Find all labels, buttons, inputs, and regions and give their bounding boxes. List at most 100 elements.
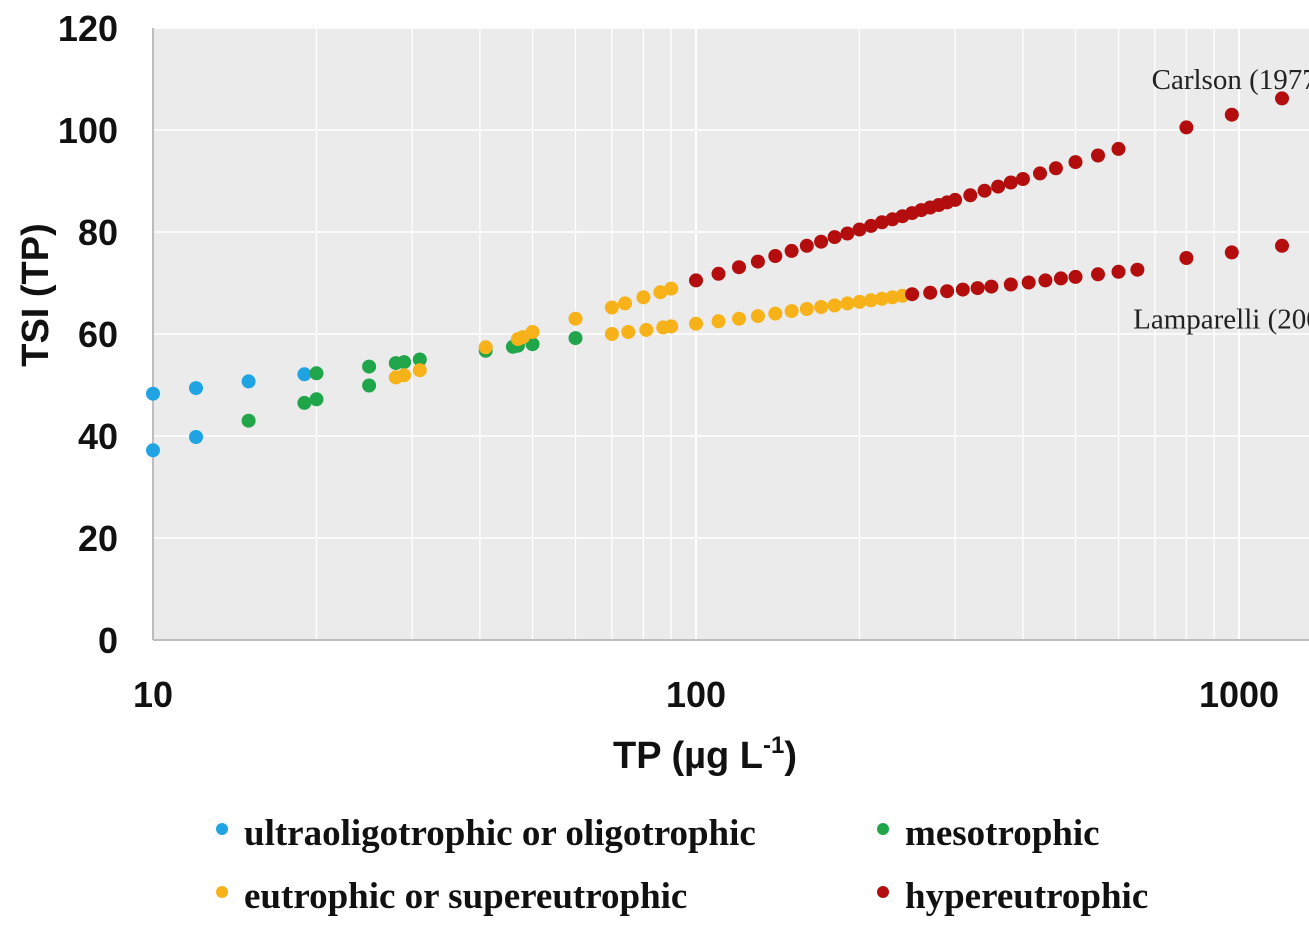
y-axis-title: TSI (TP) [15,223,57,367]
point-eutrophic-or-supereutrophic [568,311,583,326]
y-tick-label: 40 [78,416,118,457]
point-eutrophic-or-supereutrophic [814,300,829,314]
point-mesotrophic [568,331,583,346]
point-hypereutrophic [784,243,799,258]
point-hypereutrophic [711,266,726,281]
data-points [146,91,1289,458]
point-mesotrophic [297,395,312,410]
point-eutrophic-or-supereutrophic [750,309,765,324]
y-tick-label: 0 [98,620,118,661]
point-hypereutrophic [1048,161,1063,176]
legend-label-ultraoligotrophic-or-oligotrophic: ultraoligotrophic or oligotrophic [244,813,756,854]
point-hypereutrophic [1068,155,1083,170]
point-ultraoligotrophic-or-oligotrophic [146,443,160,458]
y-tick-label: 80 [78,212,118,253]
point-hypereutrophic [768,249,783,263]
x-axis-title: TP (µg L-1) [613,732,797,777]
point-eutrophic-or-supereutrophic [827,298,842,313]
point-eutrophic-or-supereutrophic [412,363,427,378]
x-tick-label: 10 [133,674,173,715]
point-eutrophic-or-supereutrophic [621,325,636,339]
legend-label-eutrophic-or-supereutrophic: eutrophic or supereutrophic [244,876,687,917]
point-eutrophic-or-supereutrophic [604,327,619,341]
x-tick-labels: 10 100 1000 [133,674,1279,715]
point-hypereutrophic [1033,166,1047,181]
point-eutrophic-or-supereutrophic [799,302,814,316]
point-hypereutrophic [1091,148,1105,163]
point-hypereutrophic [732,260,746,275]
y-tick-labels: 0 20 40 60 80 100 120 [58,8,118,661]
point-hypereutrophic [814,234,829,249]
point-hypereutrophic [1015,172,1030,186]
point-eutrophic-or-supereutrophic [664,281,679,296]
point-hypereutrophic [1053,271,1068,286]
point-hypereutrophic [1224,245,1239,260]
point-hypereutrophic [1111,141,1126,156]
y-tick-label: 120 [58,8,118,49]
point-hypereutrophic [1021,275,1036,290]
point-hypereutrophic [852,222,867,237]
annotations: Carlson (1977) Lamparelli (2004) [1133,64,1309,336]
y-tick-label: 20 [78,518,118,559]
point-hypereutrophic [799,238,814,253]
point-hypereutrophic [1275,238,1289,253]
point-hypereutrophic [940,284,955,299]
point-mesotrophic [362,359,377,374]
point-hypereutrophic [1068,269,1083,284]
point-hypereutrophic [984,279,999,294]
point-mesotrophic [525,337,540,352]
point-hypereutrophic [1130,262,1145,277]
y-tick-label: 100 [58,110,118,151]
point-mesotrophic [309,392,324,407]
point-ultraoligotrophic-or-oligotrophic [146,386,160,401]
point-hypereutrophic [923,285,938,300]
legend-marker-ultraoligotrophic-or-oligotrophic [216,823,228,835]
point-hypereutrophic [977,183,992,198]
point-eutrophic-or-supereutrophic [636,290,651,305]
point-eutrophic-or-supereutrophic [852,294,867,309]
point-mesotrophic [241,413,256,428]
point-hypereutrophic [827,230,842,245]
point-eutrophic-or-supereutrophic [874,291,889,306]
point-eutrophic-or-supereutrophic [618,296,632,311]
legend-label-mesotrophic: mesotrophic [905,813,1100,854]
point-hypereutrophic [1003,175,1018,190]
point-hypereutrophic [1038,273,1053,288]
point-eutrophic-or-supereutrophic [525,325,540,339]
x-tick-label: 100 [666,674,726,715]
point-eutrophic-or-supereutrophic [768,306,783,321]
point-hypereutrophic [1111,264,1126,279]
point-hypereutrophic [1091,267,1105,282]
point-hypereutrophic [905,287,920,302]
point-eutrophic-or-supereutrophic [784,304,799,319]
point-hypereutrophic [1224,107,1239,122]
point-hypereutrophic [840,226,855,241]
point-hypereutrophic [750,254,765,269]
point-ultraoligotrophic-or-oligotrophic [189,430,203,444]
carlson-annotation: Carlson (1977) [1152,64,1309,96]
legend-marker-mesotrophic [877,823,889,835]
point-eutrophic-or-supereutrophic [639,322,654,337]
point-eutrophic-or-supereutrophic [689,316,703,331]
point-hypereutrophic [970,281,985,296]
point-mesotrophic [362,378,377,393]
point-hypereutrophic [991,179,1006,194]
legend-marker-hypereutrophic [877,886,889,898]
lamparelli-annotation: Lamparelli (2004) [1133,304,1309,336]
point-hypereutrophic [689,273,703,288]
point-eutrophic-or-supereutrophic [653,285,668,300]
point-eutrophic-or-supereutrophic [397,368,412,383]
point-eutrophic-or-supereutrophic [604,300,619,315]
point-ultraoligotrophic-or-oligotrophic [297,367,312,382]
legend: ultraoligotrophic or oligotrophic mesotro… [216,813,1148,917]
point-hypereutrophic [1179,120,1194,135]
point-hypereutrophic [1179,251,1194,265]
point-hypereutrophic [963,188,978,203]
point-eutrophic-or-supereutrophic [732,311,746,326]
point-hypereutrophic [874,215,889,230]
point-mesotrophic [309,366,324,381]
point-hypereutrophic [948,192,963,207]
point-eutrophic-or-supereutrophic [711,314,726,329]
x-tick-label: 1000 [1199,674,1279,715]
